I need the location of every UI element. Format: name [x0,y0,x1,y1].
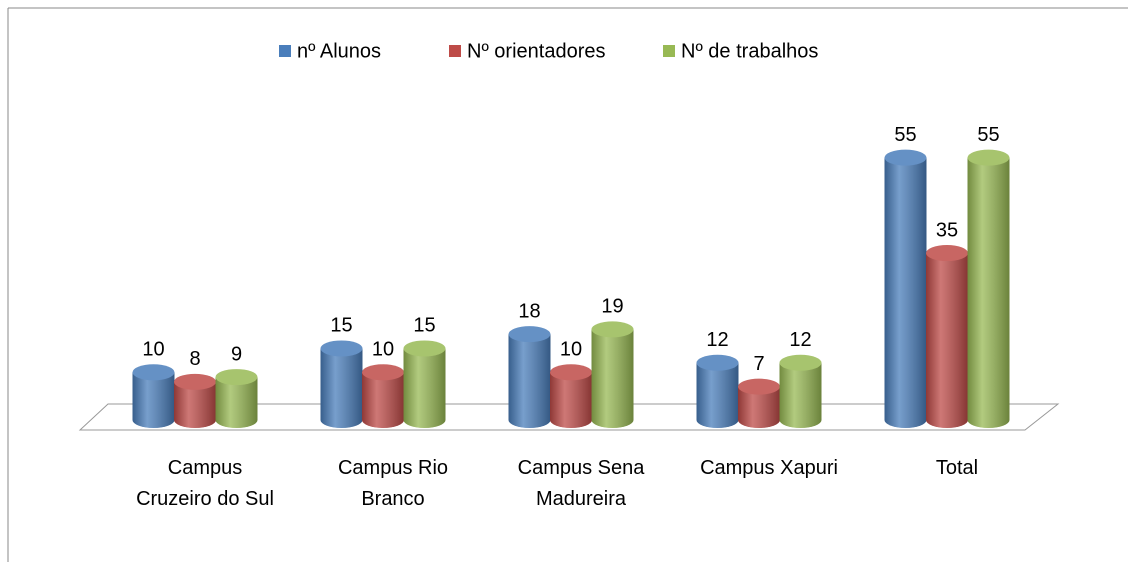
bar-shade [320,348,363,428]
legend-swatch [663,45,675,57]
bar-top [132,364,175,381]
data-label: 19 [601,296,623,318]
bar-shade [403,348,446,428]
data-label: 10 [142,339,164,361]
data-label: 18 [518,300,540,322]
bar-shade [967,157,1010,428]
data-label: 8 [189,348,200,370]
data-label: 55 [977,124,999,146]
bar-shade [508,334,551,428]
bar-top [779,354,822,371]
bar-shade [696,362,739,428]
data-label: 15 [413,315,435,337]
bar-top [696,354,739,371]
bar-shade [591,329,634,428]
bar-top [967,149,1010,166]
bar-shade [738,386,780,428]
data-label: 7 [753,353,764,375]
data-label: 10 [372,339,394,361]
data-label: 9 [231,343,242,365]
data-label: 55 [894,124,916,146]
bar-top [215,369,258,386]
bar-top [508,326,551,343]
bar-top [550,364,592,381]
data-label: 10 [560,339,582,361]
data-label: 15 [330,315,352,337]
x-tick-label: Campus Cruzeiro do Sul [136,457,274,510]
bar-shade [174,381,216,428]
legend-label: Nº orientadores [467,40,606,62]
legend-label: nº Alunos [297,40,381,62]
bar-top [884,149,927,166]
bar-shade [215,377,258,428]
bar-shade [884,157,927,428]
bar-top [362,364,404,381]
legend-label: Nº de trabalhos [681,40,818,62]
legend-swatch [279,45,291,57]
bar-top [926,245,968,262]
x-tick-label: Campus Sena Madureira [517,457,645,510]
bar-top [738,378,780,395]
bar-shade [779,362,822,428]
x-tick-label: Campus Rio Branco [337,457,449,510]
legend-swatch [449,45,461,57]
bar-shade [550,372,592,428]
bar-top [403,340,446,357]
bar-top [320,340,363,357]
x-tick-label: Total [935,457,979,479]
bar-shade [926,253,968,428]
bar-shade [132,372,175,428]
bar-top [174,373,216,390]
bar-top [591,321,634,338]
data-label: 12 [706,329,728,351]
bar-shade [362,372,404,428]
data-label: 35 [936,219,958,241]
data-label: 12 [789,329,811,351]
x-tick-label: Campus Xapuri [700,457,838,479]
